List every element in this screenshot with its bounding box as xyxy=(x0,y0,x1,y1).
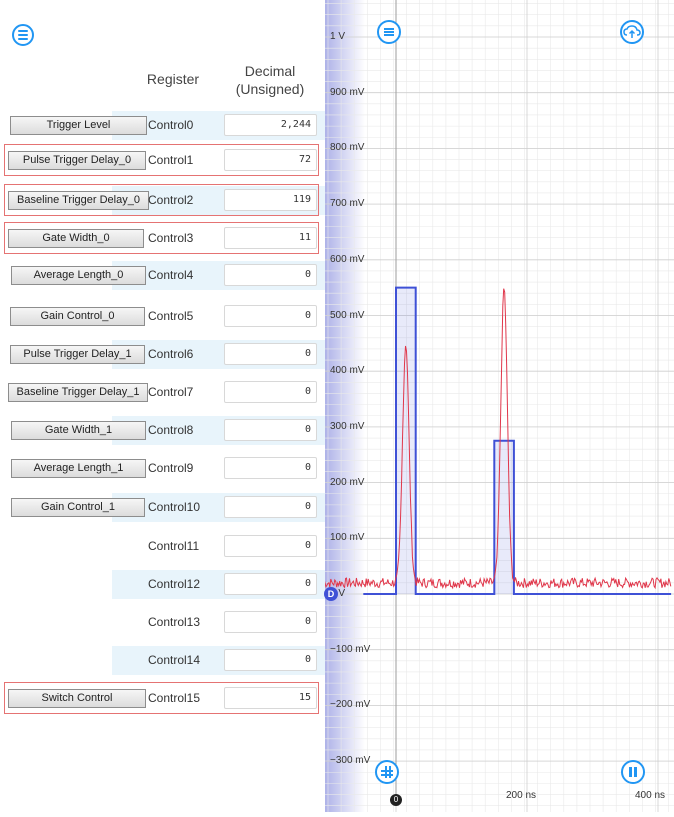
register-button[interactable]: Gate Width_1 xyxy=(11,421,146,440)
register-value-field[interactable]: 0 xyxy=(224,611,317,633)
oscilloscope-panel[interactable] xyxy=(323,0,674,817)
cloud-upload-icon[interactable] xyxy=(620,20,644,44)
register-button[interactable]: Gain Control_0 xyxy=(10,307,145,326)
register-button[interactable]: Gain Control_1 xyxy=(11,498,145,517)
menu-icon[interactable] xyxy=(12,24,34,46)
register-name: Control11 xyxy=(148,539,200,553)
channel-d-marker[interactable]: D xyxy=(324,587,338,601)
register-value-field[interactable]: 72 xyxy=(224,149,317,171)
row-highlight xyxy=(4,144,319,176)
register-name: Control12 xyxy=(148,577,201,591)
y-axis-label: 800 mV xyxy=(330,142,365,154)
oscilloscope-plot[interactable] xyxy=(323,0,674,817)
register-value-field[interactable]: 2,244 xyxy=(224,114,317,136)
y-axis-label: −300 mV xyxy=(330,755,371,767)
register-name: Control4 xyxy=(148,268,194,282)
row-highlight xyxy=(4,682,319,714)
y-axis-label: 500 mV xyxy=(330,309,365,321)
register-button[interactable]: Trigger Level xyxy=(10,116,147,135)
register-name: Control13 xyxy=(148,615,201,629)
register-value-field[interactable]: 0 xyxy=(224,305,317,327)
trigger-time-marker[interactable]: 0 xyxy=(390,794,402,806)
register-value-field[interactable]: 0 xyxy=(224,649,317,671)
register-name: Control6 xyxy=(148,347,194,361)
register-column-header: Register xyxy=(146,71,200,87)
x-axis-label: 200 ns xyxy=(506,790,537,801)
register-value-field[interactable]: 0 xyxy=(224,381,317,403)
register-value-field[interactable]: 0 xyxy=(224,573,317,595)
register-value-field[interactable]: 0 xyxy=(224,535,317,557)
y-axis-label: −100 mV xyxy=(330,643,371,655)
cloud-upload-glyph xyxy=(623,25,641,38)
register-value-field[interactable]: 0 xyxy=(224,419,317,441)
register-name: Control10 xyxy=(148,500,201,514)
register-name: Control2 xyxy=(148,193,194,207)
register-button[interactable]: Switch Control xyxy=(8,689,146,708)
y-axis-label: 700 mV xyxy=(330,198,365,210)
register-name: Control1 xyxy=(148,153,194,167)
x-axis-label: 400 ns xyxy=(635,790,666,801)
register-name: Control14 xyxy=(148,653,201,667)
register-value-field[interactable]: 0 xyxy=(224,264,317,286)
row-highlight xyxy=(4,222,319,254)
register-button[interactable]: Baseline Trigger Delay_0 xyxy=(8,191,149,210)
register-name: Control7 xyxy=(148,385,194,399)
register-value-field[interactable]: 15 xyxy=(224,687,317,709)
register-value-field[interactable]: 0 xyxy=(224,496,317,518)
y-axis-label: 600 mV xyxy=(330,253,365,265)
register-value-field[interactable]: 11 xyxy=(224,227,317,249)
register-value-field[interactable]: 119 xyxy=(224,189,317,211)
register-button[interactable]: Pulse Trigger Delay_0 xyxy=(8,151,146,170)
register-button[interactable]: Gate Width_0 xyxy=(8,229,144,248)
register-name: Control8 xyxy=(148,423,194,437)
grid-icon[interactable] xyxy=(375,760,399,784)
register-name: Control0 xyxy=(148,118,194,132)
register-button[interactable]: Pulse Trigger Delay_1 xyxy=(10,345,145,364)
register-name: Control9 xyxy=(148,461,194,475)
y-axis-label: 400 mV xyxy=(330,365,365,377)
register-button[interactable]: Average Length_1 xyxy=(11,459,146,478)
register-button[interactable]: Average Length_0 xyxy=(11,266,146,285)
pause-icon[interactable] xyxy=(621,760,645,784)
register-name: Control15 xyxy=(148,691,201,705)
y-axis-label: 100 mV xyxy=(330,532,365,544)
register-name: Control3 xyxy=(148,231,194,245)
register-value-field[interactable]: 0 xyxy=(224,343,317,365)
y-axis-label: 200 mV xyxy=(330,476,365,488)
y-axis-label: 300 mV xyxy=(330,420,365,432)
analog-trace xyxy=(323,288,672,590)
scope-menu-icon[interactable] xyxy=(377,20,401,44)
left-shade-band xyxy=(325,0,365,812)
digital-trace xyxy=(363,286,672,595)
row-highlight xyxy=(4,184,319,216)
register-value-field[interactable]: 0 xyxy=(224,457,317,479)
register-name: Control5 xyxy=(148,309,194,323)
y-axis-label: −200 mV xyxy=(330,699,371,711)
register-button[interactable]: Baseline Trigger Delay_1 xyxy=(8,383,148,402)
register-panel: Register Decimal (Unsigned) Trigger Leve… xyxy=(0,0,325,812)
y-axis-label: 1 V xyxy=(330,31,346,42)
decimal-column-header: Decimal (Unsigned) xyxy=(235,63,305,97)
y-axis-label: 900 mV xyxy=(330,86,365,98)
